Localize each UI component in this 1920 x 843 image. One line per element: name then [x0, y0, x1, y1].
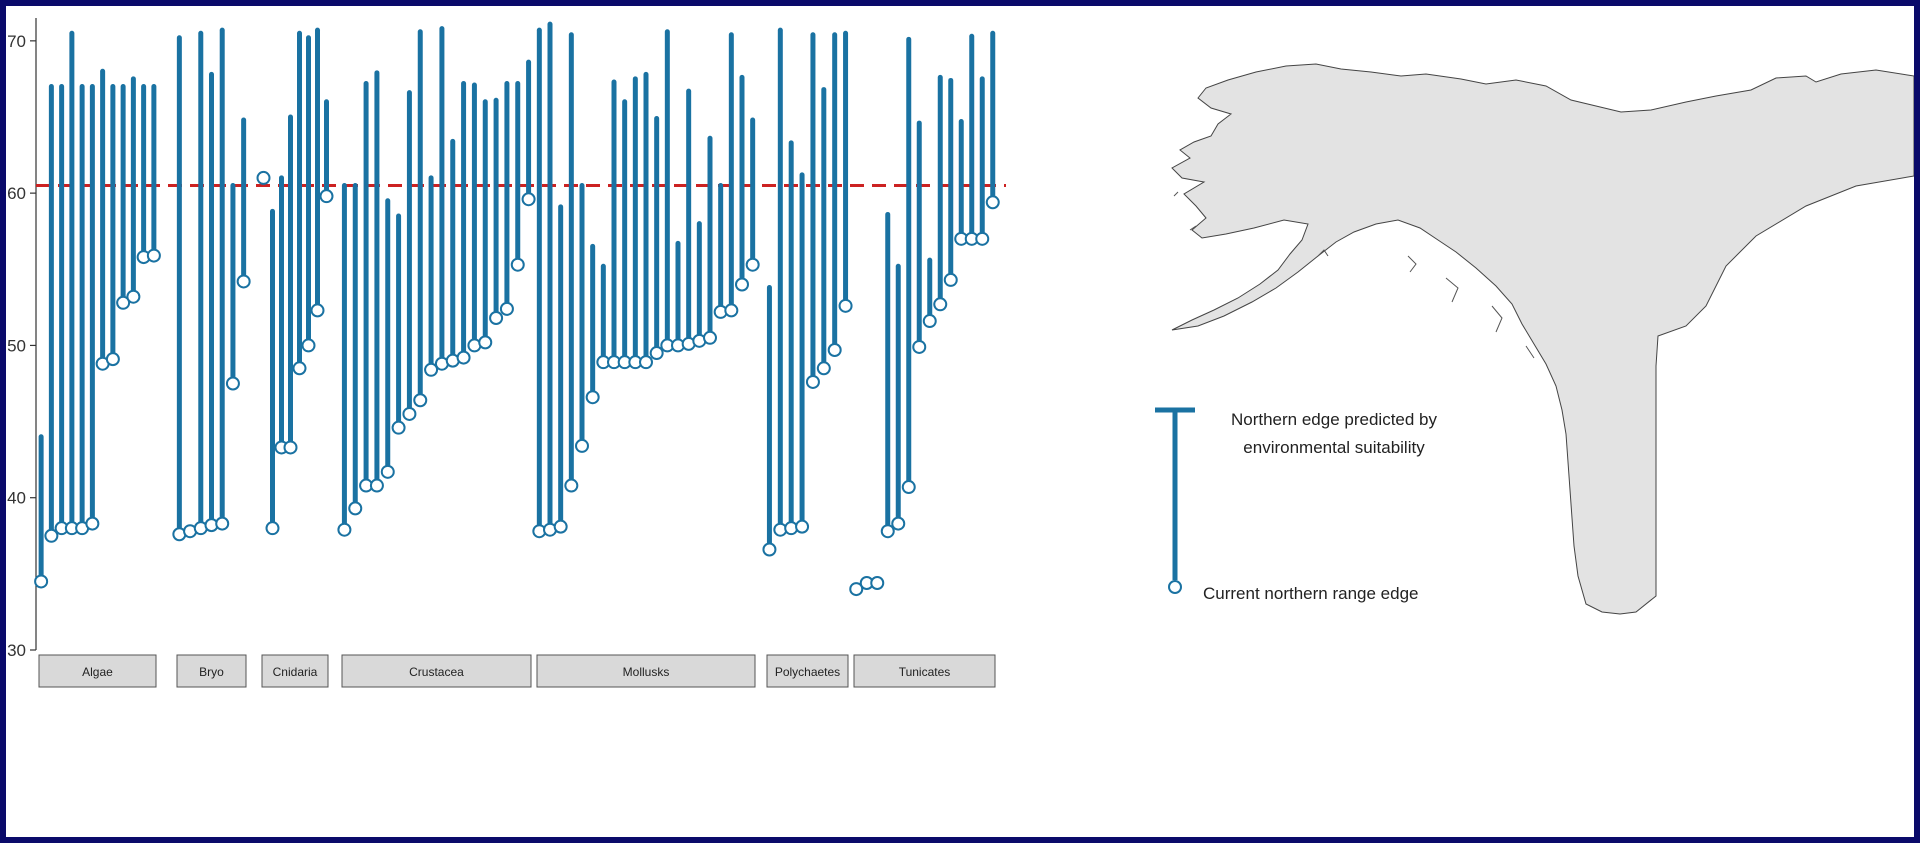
current-edge-point: [795, 519, 810, 534]
current-edge-point: [521, 192, 536, 207]
current-edge-point: [943, 272, 958, 287]
y-tick-label: 60: [7, 184, 26, 203]
y-tick-label: 30: [7, 641, 26, 660]
legend-lower-label: Current northern range edge: [1203, 584, 1418, 603]
current-edge-point: [762, 542, 777, 557]
current-edge-point: [724, 303, 739, 318]
current-edge-point: [880, 524, 895, 539]
legend-upper-label-line1: Northern edge predicted by: [1231, 410, 1438, 429]
facet-strip-algae: [38, 654, 157, 688]
current-edge-point: [912, 339, 927, 354]
current-edge-point: [292, 361, 307, 376]
facet-strip-mollusks: [536, 654, 756, 688]
current-edge-point: [816, 361, 831, 376]
y-tick-label: 70: [7, 32, 26, 51]
current-edge-point: [478, 335, 493, 350]
facet-label-polychaetes: Polychaetes: [775, 665, 840, 679]
current-edge-point: [745, 257, 760, 272]
y-tick-label: 50: [7, 336, 26, 355]
current-edge-point: [838, 298, 853, 313]
current-edge-point: [283, 440, 298, 455]
dumbbell-chart: 30 40 50 60 70 Algae Bryo Cnidaria Crustacea Mol…: [7, 18, 1006, 688]
current-edge-point: [985, 195, 1000, 210]
current-edge-point: [319, 189, 334, 204]
legend-point: [1168, 580, 1182, 594]
current-edge-point: [265, 521, 280, 536]
current-edge-point: [849, 582, 864, 597]
facet-strip-crustacea: [341, 654, 532, 688]
facet-strip-polychaetes: [766, 654, 849, 688]
current-edge-point: [236, 274, 251, 289]
current-edge-point: [891, 516, 906, 531]
current-edge-point: [34, 574, 49, 589]
facet-label-crustacea: Crustacea: [409, 665, 464, 679]
current-edge-point: [413, 393, 428, 408]
current-edge-point: [499, 301, 514, 316]
current-edge-point: [391, 420, 406, 435]
current-edge-point: [703, 330, 717, 345]
current-edge-point: [901, 480, 916, 495]
current-edge-point: [402, 406, 417, 421]
current-edge-point: [489, 311, 504, 326]
current-edge-point: [564, 478, 579, 493]
current-edge-point: [116, 295, 131, 310]
current-edge-point: [975, 231, 990, 246]
facet-label-mollusks: Mollusks: [623, 665, 670, 679]
current-edge-point: [369, 478, 384, 493]
current-edge-point: [585, 390, 600, 405]
facet-strip-cnidaria: [261, 654, 329, 688]
current-edge-point: [215, 516, 230, 531]
current-edge-point: [348, 501, 363, 516]
figure-panel: 30 40 50 60 70 Algae Bryo Cnidaria Crustacea Mol…: [6, 6, 1914, 837]
legend-and-map: Northern edge predicted by environmental…: [1155, 63, 1914, 615]
current-edge-point: [310, 303, 325, 318]
current-edge-point: [44, 528, 59, 543]
y-axis: 30 40 50 60 70: [7, 18, 37, 660]
facet-label-bryo: Bryo: [199, 665, 224, 679]
current-edge-point: [146, 248, 161, 263]
current-edge-point: [424, 362, 439, 377]
current-edge-point: [649, 346, 664, 361]
current-edge-point: [575, 438, 589, 453]
current-edge-point: [105, 352, 120, 367]
map-coastline-detail: [1173, 191, 1535, 359]
current-edge-point: [639, 355, 653, 370]
current-edge-point: [553, 519, 568, 534]
facet-strips: Algae Bryo Cnidaria Crustacea Mollusks Polych…: [38, 654, 996, 688]
current-edge-point: [126, 289, 141, 304]
current-edge-point: [735, 277, 749, 292]
current-edge-point: [933, 297, 948, 312]
current-edge-point: [510, 257, 525, 272]
facet-label-cnidaria: Cnidaria: [273, 665, 318, 679]
y-tick-label: 40: [7, 489, 26, 508]
chart-marks: [34, 21, 1000, 597]
current-edge-point: [870, 575, 885, 590]
facet-label-tunicates: Tunicates: [899, 665, 951, 679]
current-edge-point: [337, 522, 352, 537]
current-edge-point: [85, 516, 100, 531]
current-edge-point: [827, 342, 842, 357]
facet-label-algae: Algae: [82, 665, 113, 679]
current-edge-point: [456, 350, 471, 365]
current-edge-point: [380, 464, 395, 479]
current-edge-point: [256, 170, 271, 185]
current-edge-point: [301, 338, 316, 353]
current-edge-point: [922, 314, 937, 329]
facet-strip-bryo: [176, 654, 247, 688]
legend-upper-label-line2: environmental suitability: [1243, 438, 1425, 457]
current-edge-point: [805, 374, 820, 389]
alaska-map: [1171, 63, 1914, 615]
facet-strip-tunicates: [853, 654, 996, 688]
current-edge-point: [225, 376, 240, 391]
